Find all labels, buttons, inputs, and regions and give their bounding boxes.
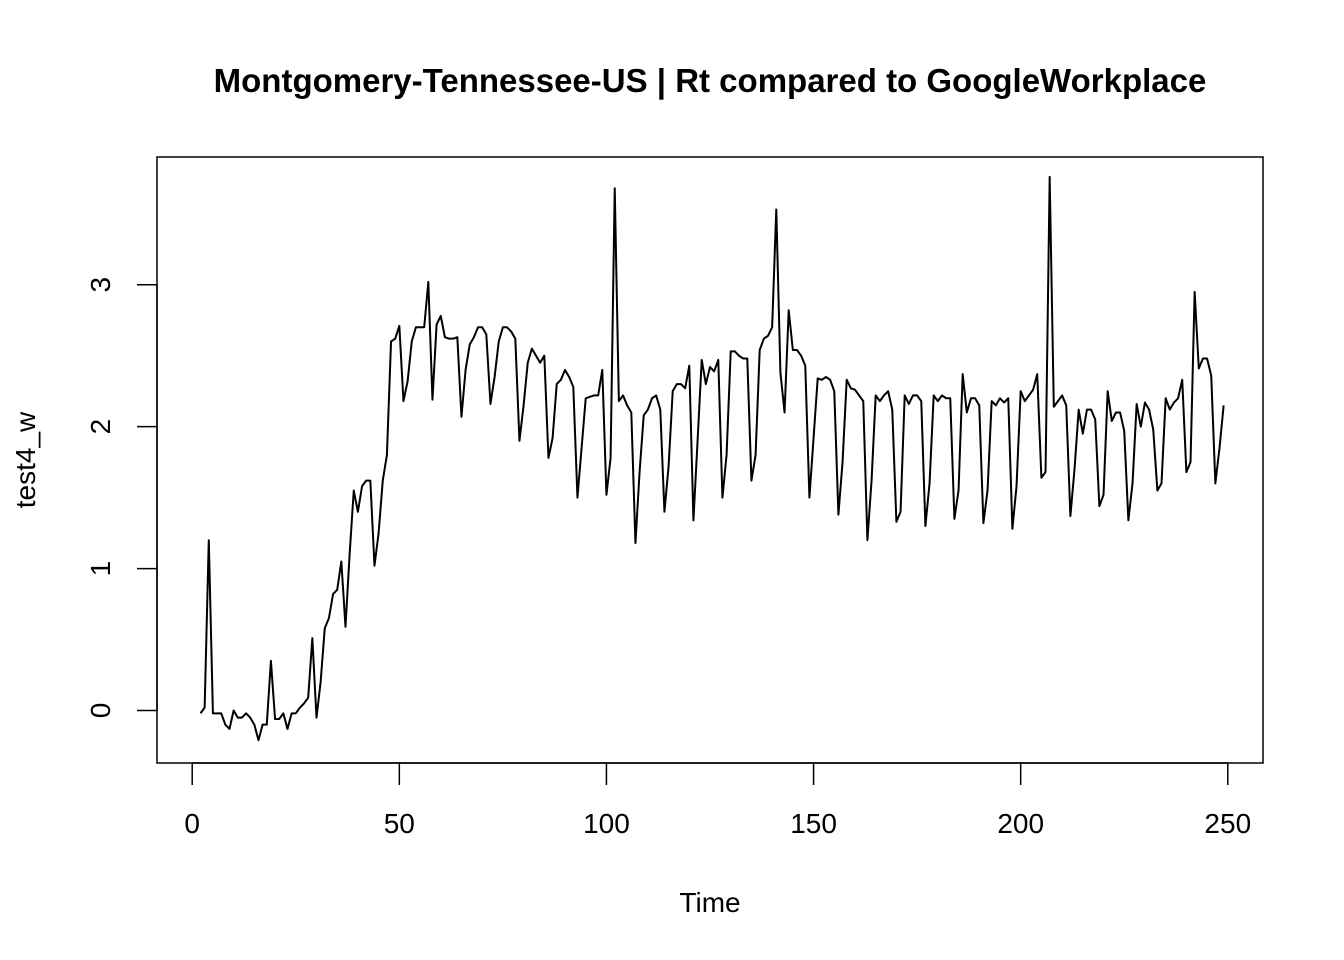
y-tick-label: 1	[85, 561, 116, 577]
y-axis-label: test4_w	[10, 411, 41, 508]
x-tick-label: 250	[1204, 808, 1251, 839]
series-layer	[199, 175, 1225, 742]
x-tick-label: 100	[583, 808, 630, 839]
chart-title: Montgomery-Tennessee-US | Rt compared to…	[214, 62, 1207, 99]
series-line	[199, 175, 1225, 742]
x-tick-label: 0	[184, 808, 200, 839]
x-tick-label: 150	[790, 808, 837, 839]
x-axis: 0 50 100 150 200 250	[184, 762, 1251, 839]
y-axis: 0 1 2 3	[85, 277, 158, 719]
y-tick-label: 0	[85, 703, 116, 719]
y-tick-label: 3	[85, 277, 116, 293]
x-tick-label: 200	[997, 808, 1044, 839]
x-tick-label: 50	[384, 808, 415, 839]
x-axis-label: Time	[679, 887, 740, 918]
y-tick-label: 2	[85, 419, 116, 435]
